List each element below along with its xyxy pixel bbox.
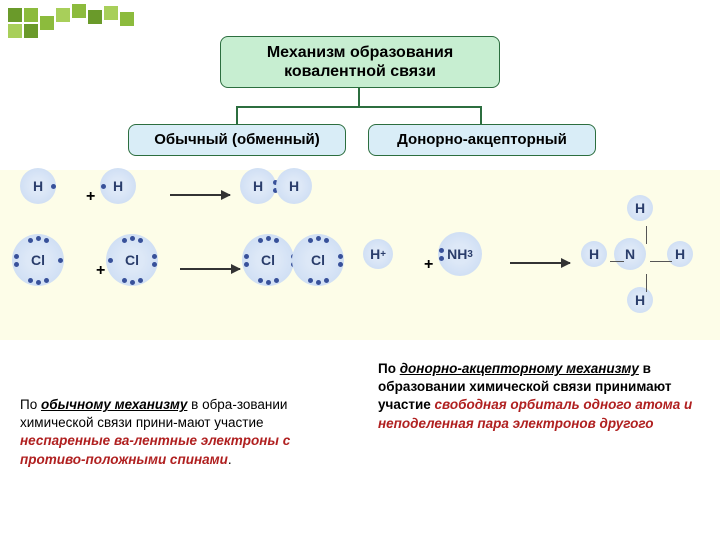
header-main-line1: Механизм образования xyxy=(267,43,453,62)
explanation-left: По обычному механизму в обра-зовании хим… xyxy=(20,396,350,469)
header-left: Обычный (обменный) xyxy=(128,124,346,156)
explanation-right: По донорно-акцепторному механизму в обра… xyxy=(378,360,708,433)
header-main-line2: ковалентной связи xyxy=(284,62,436,81)
header-left-label: Обычный (обменный) xyxy=(154,131,320,149)
header-main: Механизм образования ковалентной связи xyxy=(220,36,500,88)
header-right: Донорно-акцепторный xyxy=(368,124,596,156)
header-right-label: Донорно-акцепторный xyxy=(397,131,567,149)
